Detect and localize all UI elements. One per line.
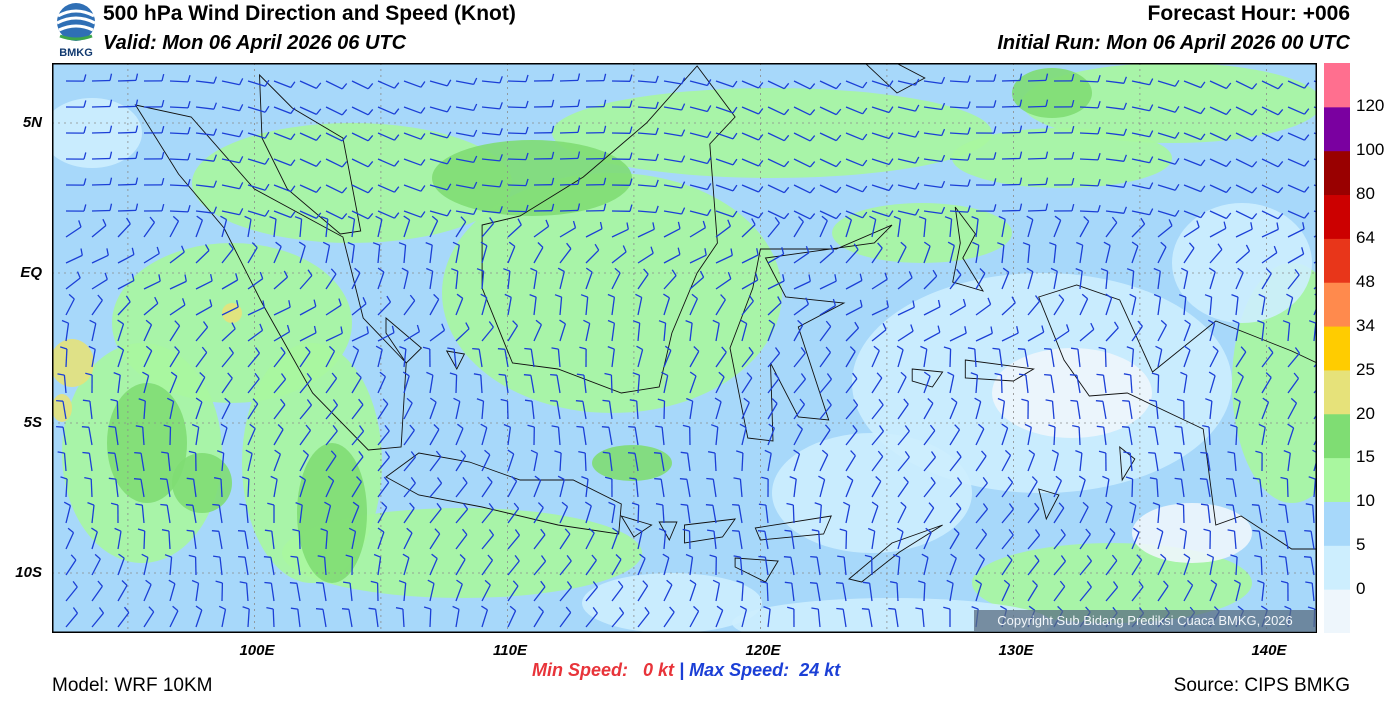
lon-label-130e: 130E <box>998 642 1034 659</box>
coastline-shape <box>729 224 893 442</box>
colorbar-label-20: 20 <box>1356 404 1375 423</box>
coastline-shape <box>620 515 653 538</box>
lat-label-10s: 10S <box>15 564 42 581</box>
colorbar-label-10: 10 <box>1356 491 1375 510</box>
colorbar-segment <box>1324 501 1350 546</box>
initial-run: Initial Run: Mon 06 April 2026 00 UTC <box>997 32 1350 54</box>
valid-time: Valid: Mon 06 April 2026 06 UTC <box>103 32 407 54</box>
bmkg-logo <box>56 3 96 41</box>
colorbar-label-25: 25 <box>1356 360 1375 379</box>
colorbar-label-64: 64 <box>1356 228 1375 247</box>
speed-separator: | <box>679 660 685 680</box>
max-speed-label: Max Speed: <box>689 660 790 680</box>
lon-label-100e: 100E <box>239 642 275 659</box>
colorbar-segment <box>1324 150 1350 196</box>
colorbar-segment <box>1324 282 1350 327</box>
copyright-notice: Copyright Sub Bidang Prediksi Cuaca BMKG… <box>974 610 1316 632</box>
data-source: Source: CIPS BMKG <box>1173 675 1350 696</box>
coastline-shape <box>481 65 736 394</box>
coastline-shape <box>952 206 984 292</box>
graticule <box>52 63 1317 633</box>
colorbar-segment <box>1324 413 1350 459</box>
colorbar-segment <box>1324 106 1350 152</box>
speed-summary: Min Speed: 0 kt | Max Speed: 24 kt <box>532 660 840 681</box>
coastline-shape <box>445 350 466 370</box>
colorbar-label-48: 48 <box>1356 272 1375 291</box>
coastline-shape <box>754 515 832 541</box>
coastline-shape <box>1038 488 1060 521</box>
forecast-hour: Forecast Hour: +006 <box>1147 2 1351 25</box>
colorbar-segment <box>1324 369 1350 415</box>
coastline-shape <box>385 452 622 535</box>
wind-barbs <box>56 73 1317 628</box>
colorbar-label-15: 15 <box>1356 447 1375 466</box>
lon-label-120e: 120E <box>745 642 781 659</box>
colorbar-segment <box>1324 589 1350 633</box>
colorbar-label-34: 34 <box>1356 316 1375 335</box>
colorbar-label-120: 120 <box>1356 96 1385 115</box>
colorbar <box>1324 63 1350 633</box>
colorbar-label-100: 100 <box>1356 140 1385 159</box>
coastline-shape <box>259 73 362 235</box>
map-frame <box>52 63 1317 633</box>
lat-label-eq: EQ <box>20 264 42 281</box>
wind-map <box>52 63 1317 633</box>
lat-label-5n: 5N <box>22 114 42 131</box>
max-speed-value: 24 kt <box>799 660 841 680</box>
coastline-shape <box>811 63 926 94</box>
colorbar-segment <box>1324 457 1350 502</box>
lon-label-110e: 110E <box>493 642 527 659</box>
colorbar-label-5: 5 <box>1356 535 1366 554</box>
logo-text: BMKG <box>59 47 93 59</box>
min-speed-value: 0 kt <box>643 660 675 680</box>
colorbar-segment <box>1324 63 1350 108</box>
map-title: 500 hPa Wind Direction and Speed (Knot) <box>103 2 516 25</box>
min-speed-label: Min Speed: <box>532 660 629 680</box>
colorbar-segment <box>1324 238 1350 283</box>
coastline-shape <box>848 524 943 583</box>
colorbar-segment <box>1324 545 1350 590</box>
lon-label-140e: 140E <box>1251 642 1287 659</box>
colorbar-segment <box>1324 194 1350 239</box>
colorbar-segment <box>1324 326 1350 371</box>
coastline-shape <box>964 359 1035 382</box>
colorbar-label-0: 0 <box>1356 579 1366 598</box>
coastline-shape <box>911 368 944 388</box>
model-name: Model: WRF 10KM <box>52 675 213 696</box>
lat-label-5s: 5S <box>23 414 42 431</box>
colorbar-label-80: 80 <box>1356 184 1375 203</box>
coastline-shape <box>684 518 737 544</box>
